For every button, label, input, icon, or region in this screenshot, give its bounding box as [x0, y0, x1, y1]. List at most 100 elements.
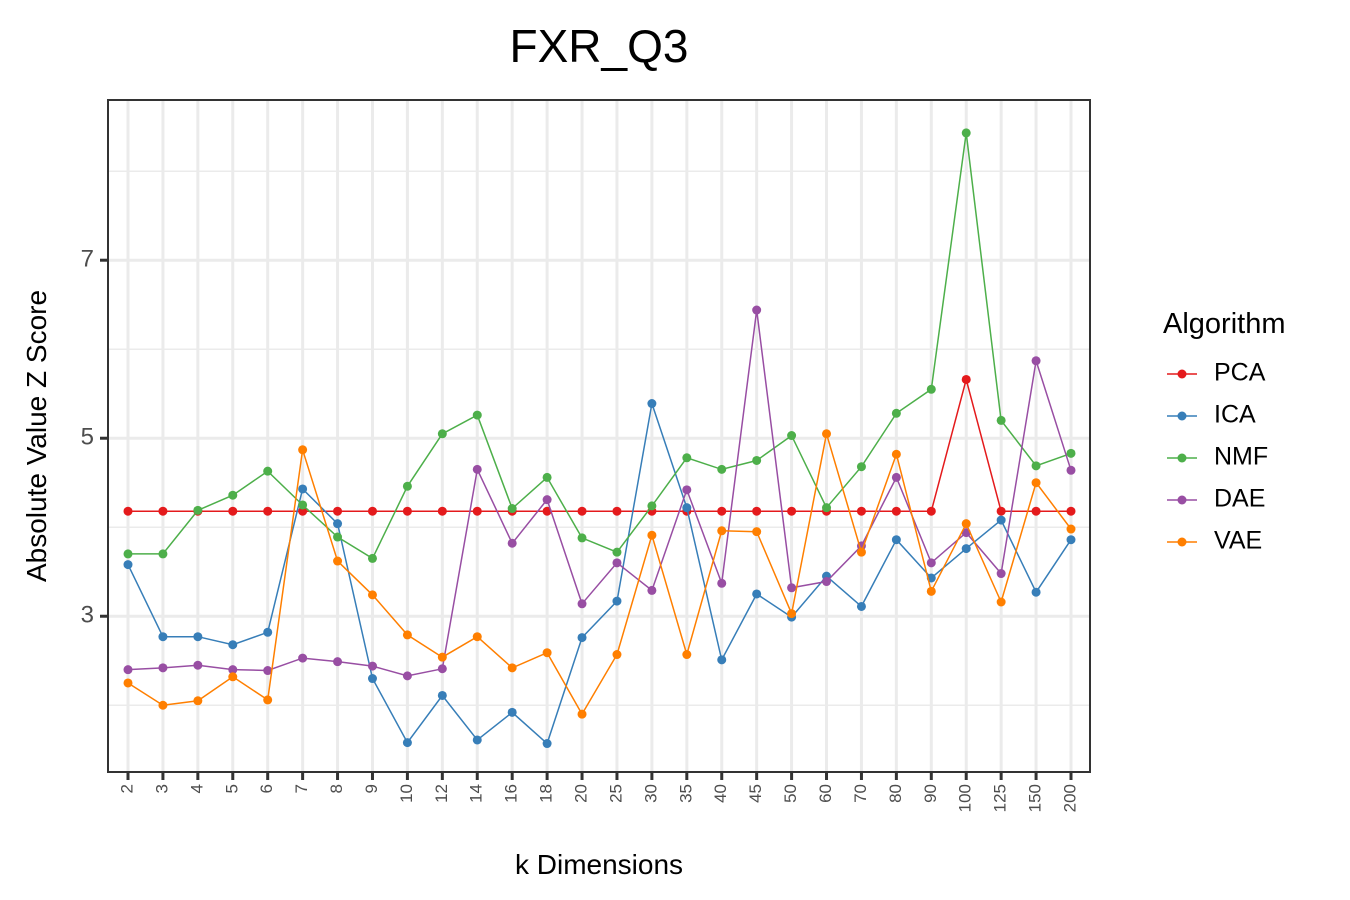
data-point-nmf	[996, 415, 1006, 425]
data-point-pca	[542, 506, 552, 516]
x-tick-label: 70	[851, 784, 870, 803]
data-point-ica	[367, 674, 377, 684]
data-point-nmf	[472, 410, 482, 420]
data-point-vae	[577, 709, 587, 719]
data-point-ica	[1031, 587, 1041, 597]
data-point-ica	[717, 655, 727, 665]
data-point-ica	[961, 544, 971, 554]
x-tick-label: 14	[467, 784, 486, 803]
data-point-ica	[647, 399, 657, 409]
x-tick-label: 100	[956, 784, 975, 812]
x-tick-label: 3	[152, 784, 171, 793]
data-point-pca	[123, 506, 133, 516]
data-point-nmf	[123, 549, 133, 559]
data-point-ica	[193, 632, 203, 642]
data-point-vae	[926, 586, 936, 596]
legend-label-vae: VAE	[1214, 527, 1262, 555]
x-tick-label: 6	[257, 784, 276, 793]
data-point-nmf	[542, 472, 552, 482]
data-point-ica	[158, 632, 168, 642]
legend-label-ica: ICA	[1214, 401, 1256, 429]
data-point-pca	[298, 506, 308, 516]
data-point-pca	[333, 506, 343, 516]
data-point-pca	[787, 506, 797, 516]
x-tick-label: 200	[1060, 784, 1079, 812]
legend-label-pca: PCA	[1214, 359, 1266, 387]
data-point-dae	[228, 665, 238, 675]
data-point-vae	[193, 696, 203, 706]
data-point-dae	[402, 671, 412, 681]
legend-title: Algorithm	[1163, 308, 1286, 340]
data-point-ica	[228, 640, 238, 650]
data-point-vae	[961, 519, 971, 529]
x-tick-label: 9	[362, 784, 381, 793]
data-point-nmf	[961, 128, 971, 138]
data-point-vae	[612, 650, 622, 660]
data-point-ica	[856, 601, 866, 611]
data-point-vae	[1031, 478, 1041, 488]
data-point-nmf	[263, 466, 273, 476]
data-point-vae	[1066, 524, 1076, 534]
data-point-vae	[542, 648, 552, 658]
data-point-dae	[367, 661, 377, 671]
data-point-ica	[612, 596, 622, 606]
x-tick-label: 30	[641, 784, 660, 803]
data-point-dae	[891, 472, 901, 482]
data-point-nmf	[926, 384, 936, 394]
data-point-pca	[402, 506, 412, 516]
data-point-dae	[542, 495, 552, 505]
data-point-ica	[402, 738, 412, 748]
data-point-vae	[228, 672, 238, 682]
legend-key-point	[1177, 453, 1187, 463]
series-line-ica	[127, 403, 1072, 745]
data-point-pca	[752, 506, 762, 516]
x-tick-label: 10	[397, 784, 416, 803]
data-point-vae	[437, 652, 447, 662]
x-tick-label: 125	[991, 784, 1010, 812]
data-point-dae	[158, 663, 168, 673]
x-axis-label: k Dimensions	[515, 849, 683, 880]
data-point-vae	[647, 530, 657, 540]
grid-lines	[108, 100, 1090, 772]
data-point-dae	[926, 558, 936, 568]
x-tick-label: 40	[711, 784, 730, 803]
data-point-pca	[891, 506, 901, 516]
x-tick-label: 90	[921, 784, 940, 803]
x-tick-label: 2	[117, 784, 136, 793]
x-tick-label: 25	[606, 784, 625, 803]
series-line-nmf	[128, 132, 1072, 560]
data-point-nmf	[752, 455, 762, 465]
data-point-pca	[228, 506, 238, 516]
y-tick-label: 7	[81, 246, 94, 273]
data-point-nmf	[856, 462, 866, 472]
data-point-ica	[577, 633, 587, 643]
data-point-dae	[682, 485, 692, 495]
data-point-ica	[333, 519, 343, 529]
data-point-vae	[787, 609, 797, 619]
data-point-ica	[891, 535, 901, 545]
data-point-nmf	[193, 505, 203, 515]
data-point-ica	[996, 515, 1006, 525]
data-point-vae	[717, 526, 727, 536]
data-point-pca	[856, 506, 866, 516]
data-point-pca	[367, 506, 377, 516]
data-point-vae	[333, 556, 343, 566]
x-tick-label: 35	[676, 784, 695, 803]
legend-key-point	[1177, 411, 1187, 421]
data-point-ica	[752, 589, 762, 599]
data-point-nmf	[682, 453, 692, 463]
data-point-vae	[123, 678, 133, 688]
data-point-ica	[472, 735, 482, 745]
series-line-vae	[127, 433, 1072, 716]
data-point-dae	[333, 657, 343, 667]
data-point-pca	[926, 506, 936, 516]
x-tick-label: 50	[781, 784, 800, 803]
y-tick-label: 3	[81, 602, 94, 629]
data-point-nmf	[717, 464, 727, 474]
data-point-vae	[472, 632, 482, 642]
data-point-ica	[298, 484, 308, 494]
data-point-pca	[263, 506, 273, 516]
x-tick-label: 20	[572, 784, 591, 803]
data-point-nmf	[298, 500, 308, 510]
